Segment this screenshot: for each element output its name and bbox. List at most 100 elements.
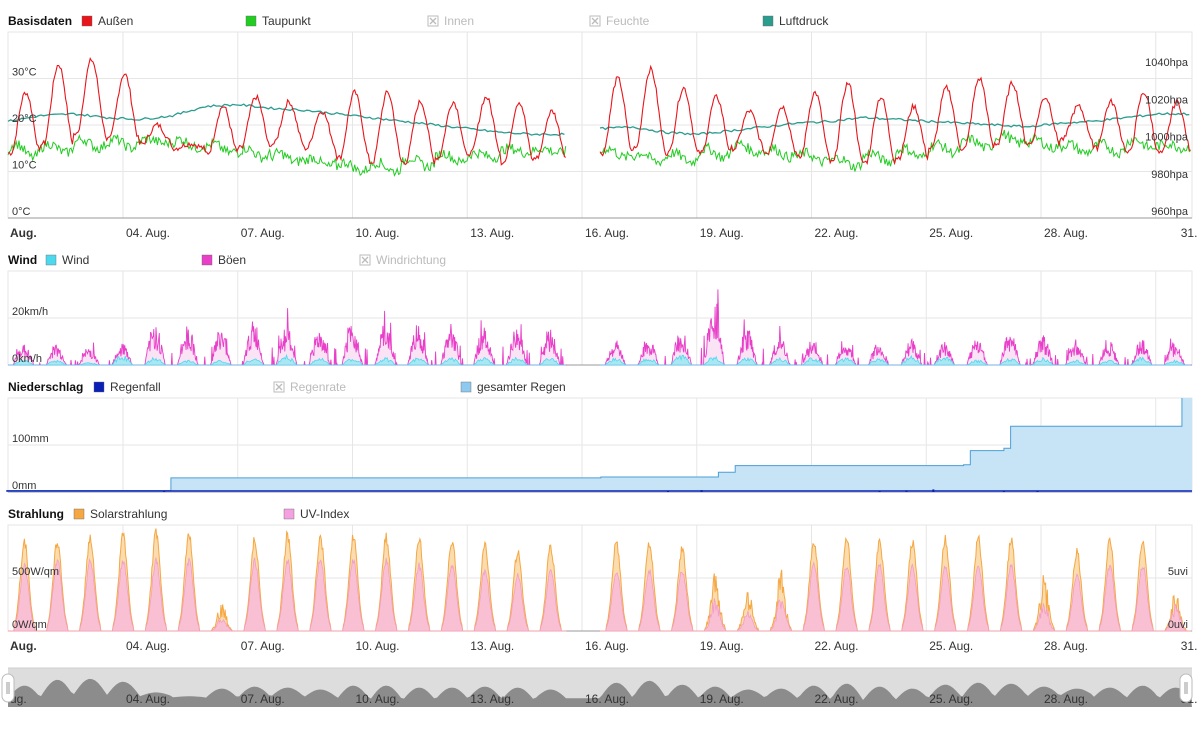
legend-item-außen[interactable]: Außen [81,14,133,28]
y-tick-label-left: 0°C [12,206,31,218]
legend-label: Regenfall [110,380,161,394]
legend-item-wind[interactable]: Wind [45,253,89,267]
legend-swatch [81,15,93,27]
panel-title: Strahlung [8,507,64,521]
regenfall-bar [1002,490,1005,492]
legend-swatch [283,508,295,520]
navigator-tick-label: 13. Aug. [470,692,514,706]
legend-item-windrichtung[interactable]: Windrichtung [359,253,446,267]
series-gesamter-regen-area [6,398,1193,492]
x-tick-label: 16. Aug. [585,639,629,653]
legend-item-uv-index[interactable]: UV-Index [283,507,349,521]
legend-label: Regenrate [290,380,346,394]
legend-item-gesamter-regen[interactable]: gesamter Regen [460,380,566,394]
legend-swatch [93,381,105,393]
legend-swatch [201,254,213,266]
x-tick-label: Aug. [10,226,37,240]
navigator-tick-label: 04. Aug. [126,692,170,706]
regenfall-bar [905,490,908,492]
y-tick-label-left: 0W/qm [12,619,47,631]
x-tick-label: 07. Aug. [241,639,285,653]
legend-wind: Wind Wind Böen Windrichtung [8,253,446,267]
y-tick-label-left: 10°C [12,160,37,172]
series-wind-area [8,353,1191,366]
legend-item-böen[interactable]: Böen [201,253,246,267]
navigator[interactable]: ug. 04. Aug. 07. Aug. 10. Aug. 13. Aug. 16. A… [1,667,1200,707]
x-tick-label: 13. Aug. [470,226,514,240]
y-tick-label-left: 30°C [12,67,37,79]
navigator-series [8,678,1192,707]
legend-basisdaten: Basisdaten Außen Taupunkt Innen Feuchte Luftd… [8,14,829,28]
x-tick-label: 19. Aug. [700,639,744,653]
y-tick-label-right: 5uvi [1168,566,1188,578]
x-tick-label: 16. Aug. [585,226,629,240]
legend-swatch [762,15,774,27]
y-tick-label-right: 1020hpa [1145,94,1189,106]
legend-niederschlag: Niederschlag Regenfall Regenrate gesamter R… [8,380,566,394]
legend-item-taupunkt[interactable]: Taupunkt [245,14,311,28]
legend-item-innen[interactable]: Innen [427,14,474,28]
legend-item-regenrate[interactable]: Regenrate [273,380,346,394]
hidden-x-icon [591,17,599,25]
regenfall-bar [667,491,670,492]
navigator-tick-label: 10. Aug. [355,692,399,706]
y-tick-label-right: 980hpa [1151,169,1189,181]
series-aussen-line [7,57,1191,166]
legend-swatch [460,381,472,393]
hidden-x-icon [361,256,369,264]
panel-title: Niederschlag [8,380,83,394]
legend-swatch [245,15,257,27]
panel-title: Basisdaten [8,14,72,28]
legend-item-feuchte[interactable]: Feuchte [589,14,650,28]
legend-strahlung: Strahlung Solarstrahlung UV-Index [8,507,349,521]
regenfall-bar [932,489,935,492]
x-tick-label: 25. Aug. [929,226,973,240]
regenfall-bar [163,491,166,492]
legend-item-luftdruck[interactable]: Luftdruck [762,14,829,28]
drag-handle-icon[interactable] [1,673,15,703]
regenfall-bar [700,490,703,492]
navigator-tick-label: 19. Aug. [700,692,744,706]
x-tick-label: 31. A [1181,226,1200,240]
navigator-tick-label: 16. Aug. [585,692,629,706]
y-tick-label-left: 0km/h [12,353,42,365]
x-tick-label: 04. Aug. [126,226,170,240]
y-tick-label-right: 1040hpa [1145,57,1189,69]
legend-label: Böen [218,253,246,267]
x-tick-label: 19. Aug. [700,226,744,240]
hidden-x-icon [429,17,437,25]
x-tick-label: 22. Aug. [814,639,858,653]
legend-item-solarstrahlung[interactable]: Solarstrahlung [73,507,167,521]
panel-niederschlag [6,397,1193,493]
legend-label: Solarstrahlung [90,507,167,521]
x-tick-label: 22. Aug. [814,226,858,240]
navigator-tick-label: 28. Aug. [1044,692,1088,706]
x-tick-label: Aug. [10,639,37,653]
series-luftdruck-line [7,103,1190,137]
legend-item-regenfall[interactable]: Regenfall [93,380,161,394]
legend-label: Wind [62,253,89,267]
x-tick-label: 31. A [1181,639,1200,653]
legend-label: gesamter Regen [477,380,566,394]
navigator-tick-label: 07. Aug. [241,692,285,706]
legend-label: Innen [444,14,474,28]
series-taupunkt-line [7,129,1191,177]
drag-handle-icon[interactable] [1179,673,1193,703]
x-tick-label: 13. Aug. [470,639,514,653]
panel-strahlung [7,524,1193,632]
navigator-left-handle[interactable] [1,673,15,703]
panel-wind [7,270,1193,367]
navigator-right-handle[interactable] [1179,673,1193,703]
legend-label: Luftdruck [779,14,829,28]
x-tick-label: 28. Aug. [1044,226,1088,240]
y-tick-label-right: 960hpa [1151,206,1189,218]
x-tick-label: 25. Aug. [929,639,973,653]
y-tick-label-left: 500W/qm [12,566,59,578]
x-tick-label: 04. Aug. [126,639,170,653]
y-tick-label-right: 0uvi [1168,619,1188,631]
navigator-tick-label: 25. Aug. [929,692,973,706]
legend-label: Feuchte [606,14,650,28]
legend-label: Windrichtung [376,253,446,267]
